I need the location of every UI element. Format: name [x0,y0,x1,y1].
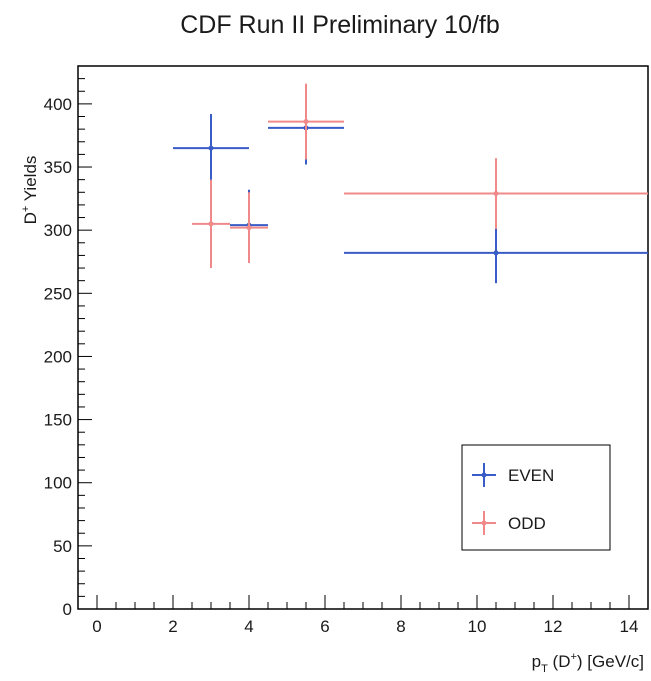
data-point [173,113,249,183]
data-series [173,83,648,284]
x-axis-ticks [77,595,649,609]
legend: EVEN ODD [461,444,611,551]
x-tick-label: 12 [544,617,563,636]
data-point [344,222,648,284]
x-axis-tick-labels: 0 2 4 6 8 10 12 14 [92,617,638,636]
point-marker [303,119,309,125]
y-axis-label: D+ Yields [20,156,40,225]
y-tick-label: 0 [63,600,72,619]
y-tick-label: 250 [44,284,72,303]
point-marker [493,250,499,256]
series-even [173,91,648,284]
y-tick-label: 200 [44,347,72,366]
y-tick-label: 300 [44,221,72,240]
x-tick-label: 10 [468,617,487,636]
x-tick-label: 6 [320,617,329,636]
y-tick-label: 100 [44,474,72,493]
x-tick-label: 14 [620,617,639,636]
y-axis-ticks [78,65,92,610]
data-point [230,192,268,263]
legend-label-odd: ODD [508,514,546,533]
point-marker [246,225,252,231]
legend-marker-even [472,463,496,487]
x-tick-label: 4 [244,617,253,636]
series-odd [192,83,648,269]
x-tick-label: 8 [396,617,405,636]
data-point [192,179,230,269]
x-tick-label: 2 [168,617,177,636]
y-tick-label: 150 [44,411,72,430]
y-tick-label: 50 [53,537,72,556]
point-marker [493,191,499,197]
chart-title: CDF Run II Preliminary 10/fb [180,11,500,39]
legend-marker-odd [472,511,496,535]
y-tick-label: 350 [44,158,72,177]
data-point [268,83,344,160]
y-tick-label: 400 [44,95,72,114]
point-marker [208,145,214,151]
point-marker [208,221,214,227]
x-axis-label: pT (D+) [GeV/c] [532,651,644,675]
data-point [344,158,648,229]
legend-label-even: EVEN [508,466,554,485]
y-axis-tick-labels: 0 50 100 150 200 250 300 350 400 [44,95,72,619]
legend-box [461,444,611,551]
x-tick-label: 0 [92,617,101,636]
